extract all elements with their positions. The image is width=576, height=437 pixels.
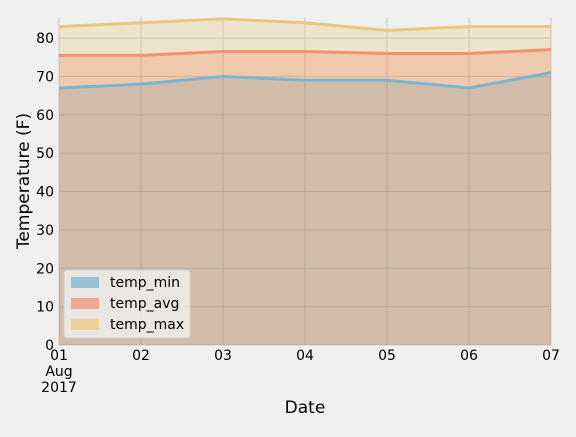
y-tick-label: 40: [36, 185, 54, 201]
line-temp-max: [58, 17, 551, 32]
y-axis-ticks: 0 10 20 30 40 50 60 70 80: [36, 31, 54, 354]
x-tick-label: 01: [50, 348, 68, 364]
x-tick-sublabel: 2017: [41, 380, 77, 396]
x-tick-sublabel: Aug: [45, 364, 72, 380]
x-tick-label: 06: [460, 348, 478, 364]
legend-label: temp_min: [110, 275, 180, 291]
y-tick-label: 30: [36, 223, 54, 239]
line-temp-avg: [59, 48, 552, 57]
legend-swatch: [71, 277, 99, 288]
y-tick-label: 60: [36, 108, 54, 124]
y-tick-label: 80: [36, 31, 54, 47]
legend-swatch: [71, 298, 99, 309]
legend-label: temp_avg: [110, 296, 179, 312]
y-tick-label: 0: [45, 338, 54, 354]
x-tick-label: 02: [132, 348, 150, 364]
legend-label: temp_max: [110, 317, 184, 333]
x-tick-label: 05: [378, 348, 396, 364]
area-temp-max: [59, 18, 551, 346]
y-tick-label: 10: [36, 300, 54, 316]
y-tick-label: 70: [36, 69, 54, 85]
legend-item-temp-max: temp_max: [71, 317, 184, 333]
legend: temp_min temp_avg temp_max: [63, 269, 191, 339]
y-tick-label: 20: [36, 261, 54, 277]
legend-item-temp-min: temp_min: [71, 275, 180, 291]
legend-swatch: [71, 319, 99, 330]
y-axis-label: Temperature (F): [14, 113, 34, 250]
x-tick-label: 07: [542, 348, 560, 364]
legend-item-temp-avg: temp_avg: [71, 296, 179, 312]
y-tick-label: 50: [36, 146, 54, 162]
line-temp-min: [58, 71, 552, 90]
x-tick-label: 04: [296, 348, 314, 364]
x-tick-label: 03: [214, 348, 232, 364]
x-axis-label: Date: [285, 398, 326, 418]
